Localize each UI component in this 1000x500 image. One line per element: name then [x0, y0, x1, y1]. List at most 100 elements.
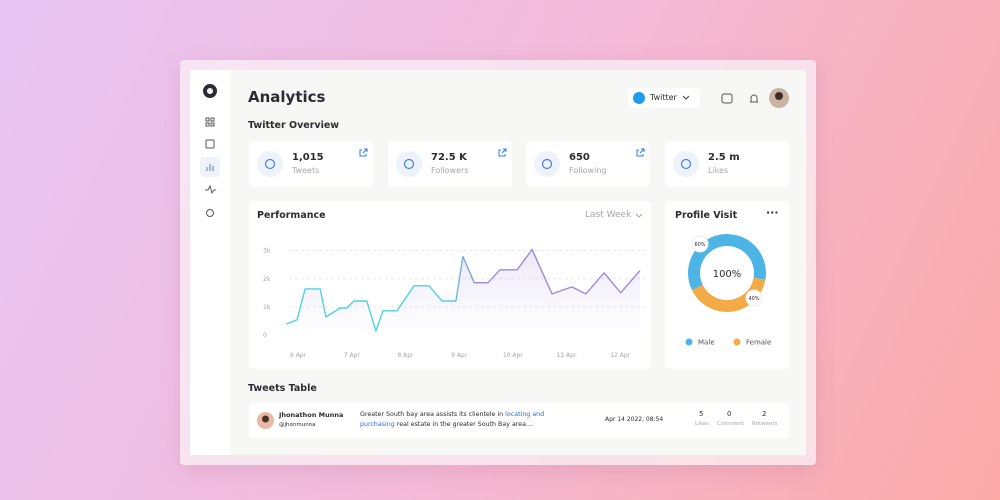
x-tick-label: 6 Apr [290, 352, 307, 359]
sidebar [190, 70, 230, 455]
dashboard-icon[interactable] [205, 122, 210, 127]
chevron [635, 213, 643, 218]
donut-segment [688, 234, 766, 291]
stat-icon-glyph [403, 158, 415, 170]
retweets-label: Retweets [752, 421, 778, 427]
x-tick-label: 10 Apr [503, 352, 523, 359]
open-link-icon [636, 148, 645, 157]
legend-swatch [733, 338, 741, 346]
y-tick-label: 3k [263, 248, 271, 255]
y-tick-label: 1k [263, 304, 271, 311]
stat-icon-bg [396, 151, 422, 177]
retweets-count: 2 [762, 410, 767, 418]
tweet-text: Greater South bay area assists its clien… [360, 410, 575, 430]
open-link[interactable] [498, 148, 507, 157]
legend-swatch [685, 338, 693, 346]
stat-card: 1,015 Tweets [249, 141, 373, 187]
analytics-icon[interactable] [206, 164, 214, 171]
chevron [682, 95, 690, 100]
comments-count: 0 [727, 410, 732, 418]
bell-icon[interactable] [750, 94, 758, 103]
stat-value: 72.5 K [431, 152, 467, 163]
author-name: Jhonathon Munna [279, 411, 344, 419]
page-title: Analytics [248, 88, 326, 106]
chevron-path [682, 95, 690, 100]
x-tick-label: 7 Apr [344, 352, 361, 359]
platform-select[interactable]: Twitter [628, 88, 700, 108]
dashboard-icon[interactable] [210, 122, 215, 127]
range-filter[interactable]: Last Week [585, 210, 632, 220]
value-label-bubble [691, 235, 709, 253]
donut-segment [691, 277, 766, 312]
sidebar-icons [200, 84, 220, 217]
y-tick-label: 2k [263, 276, 271, 283]
line-chart: 0 1k 2k 3k 6 Apr 7 Apr 8 Apr 9 Apr 10 Apr 11 Apr 1… [263, 248, 647, 359]
stat-icon [396, 151, 422, 177]
stat-value: 1,015 [292, 152, 324, 163]
donut-center-label: 100% [713, 269, 742, 280]
twitter-icon [633, 92, 645, 104]
value-label-bubble [745, 289, 763, 307]
chevron-path [635, 213, 643, 218]
twitter-badge [633, 92, 645, 104]
stat-card: 72.5 K Followers [388, 141, 512, 187]
profile-card: Profile Visit ··· 60% Male 40% Female 100% [665, 201, 789, 369]
dashboard-icon[interactable] [205, 117, 210, 122]
value-label: 60% [694, 242, 705, 248]
x-tick-label: 11 Apr [557, 352, 577, 359]
open-link-icon [359, 148, 368, 157]
card-title: Performance [257, 210, 326, 221]
more-menu[interactable]: ··· [766, 206, 779, 219]
stat-label: Following [569, 166, 607, 175]
stat-icon-bg [673, 151, 699, 177]
stat-icon-bg [534, 151, 560, 177]
likes-label: Likes [695, 421, 709, 427]
legend-label: Female [746, 339, 771, 347]
stat-icon-glyph [264, 158, 276, 170]
performance-card: Performance Last Week 0 1k 2k 3k 6 Apr 7 Apr 8… [249, 201, 651, 369]
stat-icon-bg [257, 151, 283, 177]
legend-label: Male [698, 339, 715, 347]
area [286, 249, 641, 335]
messages-icon[interactable] [205, 139, 215, 149]
stat-icon-glyph [541, 158, 553, 170]
likes-count: 5 [699, 410, 704, 418]
table-row: Jhonathon Munna @jhonmunna Greater South… [249, 403, 789, 438]
stat-icon [534, 151, 560, 177]
line [286, 248, 641, 332]
stat-icon [257, 151, 283, 177]
x-tick-label: 8 Apr [397, 352, 414, 359]
x-tick-label: 9 Apr [451, 352, 468, 359]
tweet-link[interactable]: locating and purchasing [360, 411, 545, 428]
section-title: Twitter Overview [248, 120, 340, 131]
author-handle: @jhonmunna [279, 422, 316, 428]
stat-label: Followers [431, 166, 469, 175]
stat-value: 650 [569, 152, 590, 163]
settings-icon[interactable] [206, 209, 214, 217]
activity-icon[interactable] [205, 184, 216, 195]
dashboard-icon[interactable] [210, 117, 215, 122]
row-avatar [257, 412, 274, 429]
tweet-date: Apr 14 2022, 08:54 [605, 416, 664, 423]
stat-label: Tweets [292, 166, 320, 175]
open-link[interactable] [359, 148, 368, 157]
stat-value: 2.5 m [708, 152, 740, 163]
avatar-face [775, 92, 783, 100]
platform-label: Twitter [650, 93, 677, 102]
stat-label: Likes [708, 166, 729, 175]
avatar-face [262, 415, 269, 423]
chat-icon[interactable] [721, 93, 733, 104]
tweet-text-part: Greater South bay area assists its clien… [360, 411, 506, 418]
open-link[interactable] [636, 148, 645, 157]
top-actions [721, 88, 789, 108]
stat-icon-glyph [680, 158, 692, 170]
stat-card: 650 Following [526, 141, 650, 187]
value-label: 40% [748, 296, 759, 302]
donut-chart: 60% Male 40% Female 100% [685, 234, 771, 347]
open-link-icon [498, 148, 507, 157]
stat-card: 2.5 m Likes [665, 141, 789, 187]
x-tick-label: 12 Apr [610, 352, 630, 359]
comments-label: Comment [717, 421, 744, 427]
logo-dot [207, 88, 213, 94]
